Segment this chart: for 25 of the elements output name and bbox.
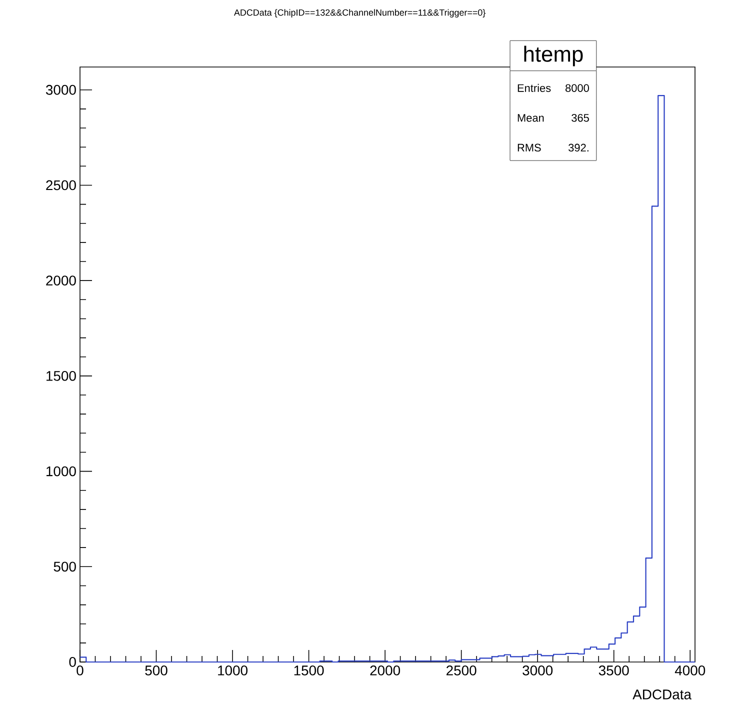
x-tick-label: 1000 (218, 666, 248, 676)
x-tick-label: 3500 (598, 666, 629, 676)
y-tick-label: 0 (69, 657, 76, 667)
y-tick-label: 500 (54, 562, 76, 572)
annotation: 8000 (566, 84, 589, 92)
annotation: 392. (568, 144, 588, 152)
x-tick-label: 2000 (370, 666, 400, 676)
x-tick-label: 0 (76, 666, 84, 676)
x-tick-label: 500 (145, 666, 168, 676)
annotation: 365 (572, 114, 589, 122)
chart-title: ADCData {ChipID==132&&ChannelNumber==11&&Trigger==0} (234, 9, 486, 18)
x-tick-label: 2500 (446, 666, 476, 676)
x-axis-title: ADCData (632, 690, 692, 700)
x-tick-label: 3000 (522, 666, 553, 676)
text: htemp (524, 46, 583, 66)
x-tick-label: 4000 (674, 666, 706, 676)
y-tick-label: 2500 (46, 180, 76, 190)
y-tick-label: 1500 (46, 370, 76, 381)
x-tick-label: 1500 (294, 666, 324, 676)
annotation: Entries (518, 84, 551, 92)
annotation: RMS (518, 144, 541, 152)
annotation: Mean (518, 114, 544, 122)
y-tick-label: 1000 (46, 466, 76, 476)
y-tick-label: 2000 (46, 276, 76, 286)
y-tick-label: 3000 (46, 84, 76, 95)
